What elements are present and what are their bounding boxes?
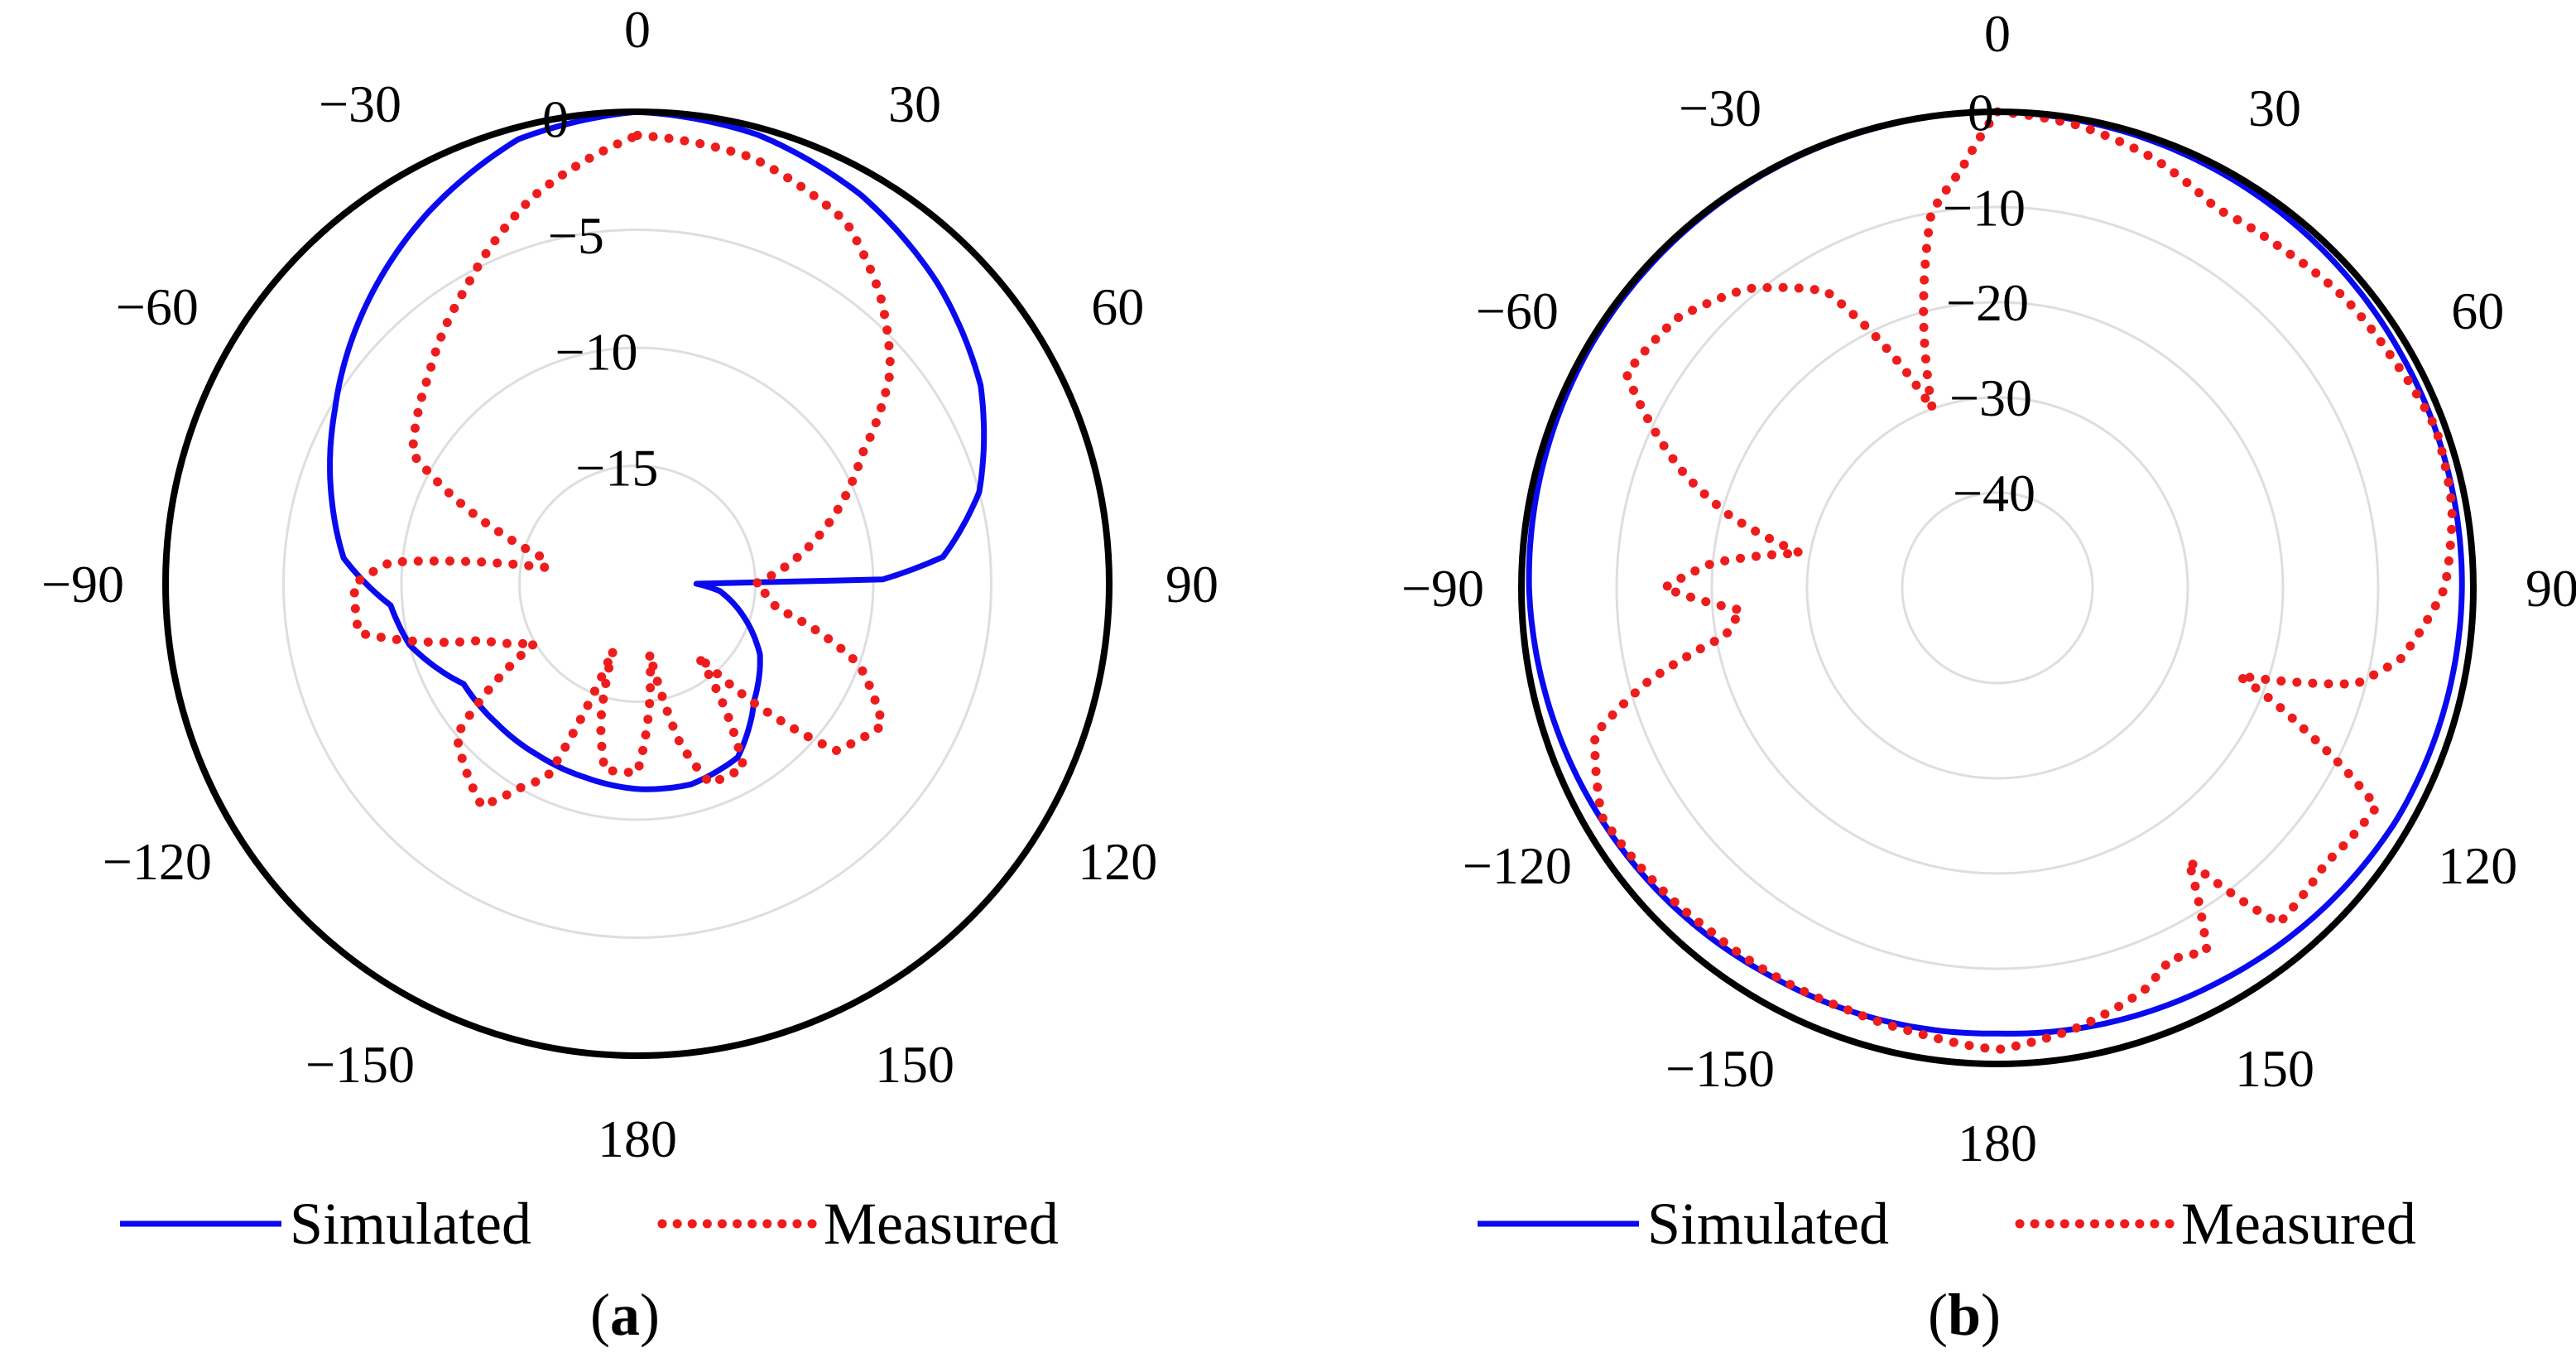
angle-tick-a-5: 150 (875, 1035, 954, 1094)
angle-tick-a-6: 180 (598, 1109, 677, 1168)
grid-circle-a-1 (282, 229, 992, 939)
outer-circle-b (1518, 108, 2477, 1067)
angle-tick-a-4: 120 (1078, 832, 1157, 891)
angle-tick-a-0: 0 (624, 0, 651, 59)
grid-circle-b-2 (1710, 301, 2285, 875)
radial-ticks-b: 0 −10 −20 −30 −40 (1943, 83, 2035, 522)
caption-open-a: ( (590, 1282, 610, 1348)
series-layer-b (1526, 107, 2465, 1055)
radial-ticks-a: 0 −5 −10 −15 (542, 90, 658, 498)
angle-tick-a-3: 90 (1165, 555, 1218, 614)
angle-tick-b-4: 120 (2438, 836, 2517, 895)
grid-circle-a-2 (400, 346, 875, 821)
angle-tick-a-2: 60 (1091, 277, 1144, 336)
angle-tick-a-10: −60 (116, 277, 199, 336)
simulated-curve-b (1526, 108, 2465, 1037)
radial-tick-b-1: −10 (1943, 178, 2026, 237)
measured-curve-b (1590, 107, 2457, 1055)
angle-tick-a-11: −30 (319, 75, 401, 133)
legend-simulated-label-a: Simulated (290, 1191, 531, 1257)
angle-tick-b-8: −120 (1463, 836, 1572, 895)
radial-tick-a-0: 0 (542, 90, 569, 149)
angle-tick-b-3: 90 (2526, 559, 2576, 618)
grid-circle-b-3 (1805, 396, 2189, 780)
measured-curve-a (349, 130, 896, 812)
angle-tick-b-6: 180 (1958, 1114, 2037, 1172)
caption-close-b: ) (1981, 1282, 2001, 1348)
angle-tick-b-9: −90 (1401, 559, 1484, 618)
angle-tick-b-2: 60 (2451, 282, 2504, 340)
legend-b: Simulated Measured (1478, 1191, 2416, 1257)
legend-measured-label-b: Measured (2181, 1191, 2416, 1257)
angle-tick-b-0: 0 (1984, 4, 2011, 63)
radial-grid-b (1615, 205, 2380, 970)
caption-b: (b) (1928, 1282, 2001, 1348)
legend-a: Simulated Measured (120, 1191, 1059, 1257)
angle-ticks-b: 0 30 60 90 120 150 180 −150 −120 −90 −60 −30 (1401, 4, 2576, 1172)
angle-tick-b-5: 150 (2235, 1039, 2314, 1098)
angle-tick-a-7: −150 (305, 1035, 415, 1094)
caption-letter-b: b (1948, 1282, 1981, 1348)
polar-plot-a: 0 30 60 90 120 150 180 −150 −120 −90 −60 −30 0 −5 −10… (41, 0, 1218, 1348)
radial-tick-b-0: 0 (1968, 83, 1994, 142)
angle-tick-a-8: −120 (103, 832, 212, 891)
legend-simulated-label-b: Simulated (1647, 1191, 1889, 1257)
grid-circle-b-1 (1615, 205, 2380, 970)
radial-tick-a-3: −15 (575, 439, 658, 498)
angle-tick-b-11: −30 (1679, 79, 1761, 137)
radial-tick-b-4: −40 (1953, 464, 2035, 522)
radial-tick-b-3: −30 (1949, 368, 2032, 427)
grid-circle-b-4 (1901, 491, 2094, 685)
radial-tick-a-2: −10 (555, 322, 637, 381)
angle-tick-a-9: −90 (41, 555, 124, 614)
outer-circle-a (162, 108, 1113, 1059)
legend-measured-label-a: Measured (824, 1191, 1059, 1257)
simulated-curve-a (327, 108, 988, 792)
angle-tick-b-10: −60 (1476, 282, 1559, 340)
caption-close-a: ) (640, 1282, 660, 1348)
angle-tick-a-1: 30 (888, 75, 941, 133)
radial-tick-a-1: −5 (548, 206, 604, 265)
radial-tick-b-2: −20 (1946, 273, 2029, 332)
angle-tick-b-1: 30 (2248, 79, 2301, 137)
series-layer-a (327, 108, 988, 812)
angle-tick-b-7: −150 (1665, 1039, 1775, 1098)
polar-plot-b: 0 30 60 90 120 150 180 −150 −120 −90 −60 −30 0 −10 −2… (1401, 4, 2576, 1348)
caption-open-b: ( (1928, 1282, 1948, 1348)
caption-a: (a) (590, 1282, 660, 1348)
caption-letter-a: a (610, 1282, 640, 1348)
